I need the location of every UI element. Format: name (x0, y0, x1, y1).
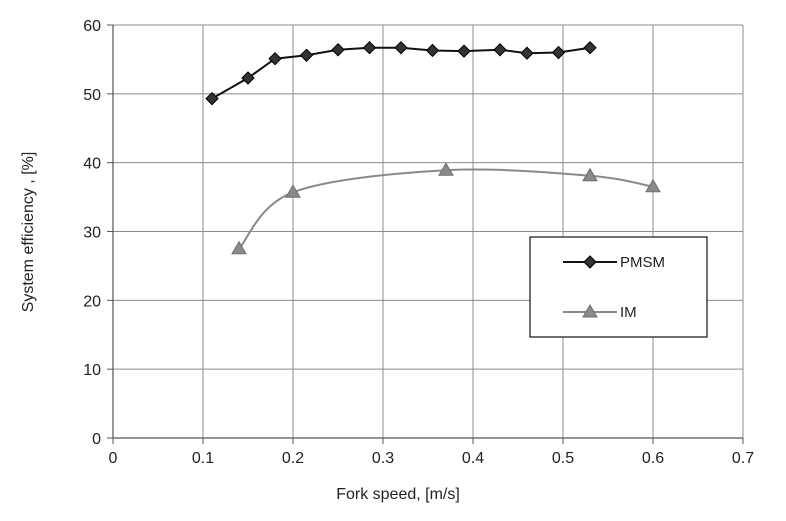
data-point-pmsm (331, 43, 345, 57)
data-point-pmsm (394, 41, 408, 55)
gridlines (113, 24, 744, 438)
data-point-pmsm (551, 45, 566, 60)
x-axis-title: Fork speed, [m/s] (336, 486, 460, 503)
y-axis-title: System efficiency , [%] (20, 152, 37, 313)
data-point-im (438, 162, 454, 176)
data-point-pmsm (493, 43, 507, 57)
y-tick-label: 50 (83, 87, 101, 104)
data-point-im (582, 167, 598, 182)
x-tick-label: 0 (109, 450, 118, 467)
data-point-pmsm (583, 41, 597, 55)
legend-marker-im (582, 304, 598, 318)
series-pmsm (205, 41, 597, 106)
y-tick-label: 60 (83, 18, 101, 35)
data-point-im (645, 178, 661, 193)
legend-marker-pmsm (583, 255, 597, 269)
x-tick-label: 0.1 (192, 450, 214, 467)
legend-label-im: IM (620, 304, 637, 321)
y-tick-label: 20 (83, 293, 101, 310)
series-layer (205, 41, 661, 255)
legend: PMSM IM (529, 236, 708, 338)
x-tick-label: 0.3 (372, 450, 394, 467)
x-tick-label: 0.5 (552, 450, 574, 467)
tick-labels: 0 0.1 0.2 0.3 0.4 0.5 0.6 0.7 0 10 20 30 40 50 60 (83, 18, 754, 467)
data-point-pmsm (299, 48, 314, 62)
x-tick-label: 0.7 (732, 450, 754, 467)
legend-box (529, 236, 708, 338)
y-tick-label: 30 (83, 225, 101, 242)
data-point-im (231, 240, 247, 255)
y-tick-label: 40 (83, 156, 101, 173)
x-tick-label: 0.6 (642, 450, 664, 467)
x-tick-label: 0.4 (462, 450, 484, 467)
data-point-pmsm (241, 71, 255, 85)
series-im (231, 162, 661, 255)
x-tick-label: 0.2 (282, 450, 304, 467)
data-point-pmsm (457, 44, 471, 58)
legend-label-pmsm: PMSM (620, 254, 665, 271)
y-tick-label: 10 (83, 362, 101, 379)
axes (107, 24, 744, 444)
data-point-pmsm (268, 52, 282, 66)
y-tick-label: 0 (92, 431, 101, 448)
data-point-pmsm (425, 43, 440, 58)
data-point-pmsm (205, 91, 219, 106)
data-point-im (285, 184, 301, 198)
data-point-pmsm (520, 46, 534, 60)
data-point-pmsm (362, 41, 377, 55)
